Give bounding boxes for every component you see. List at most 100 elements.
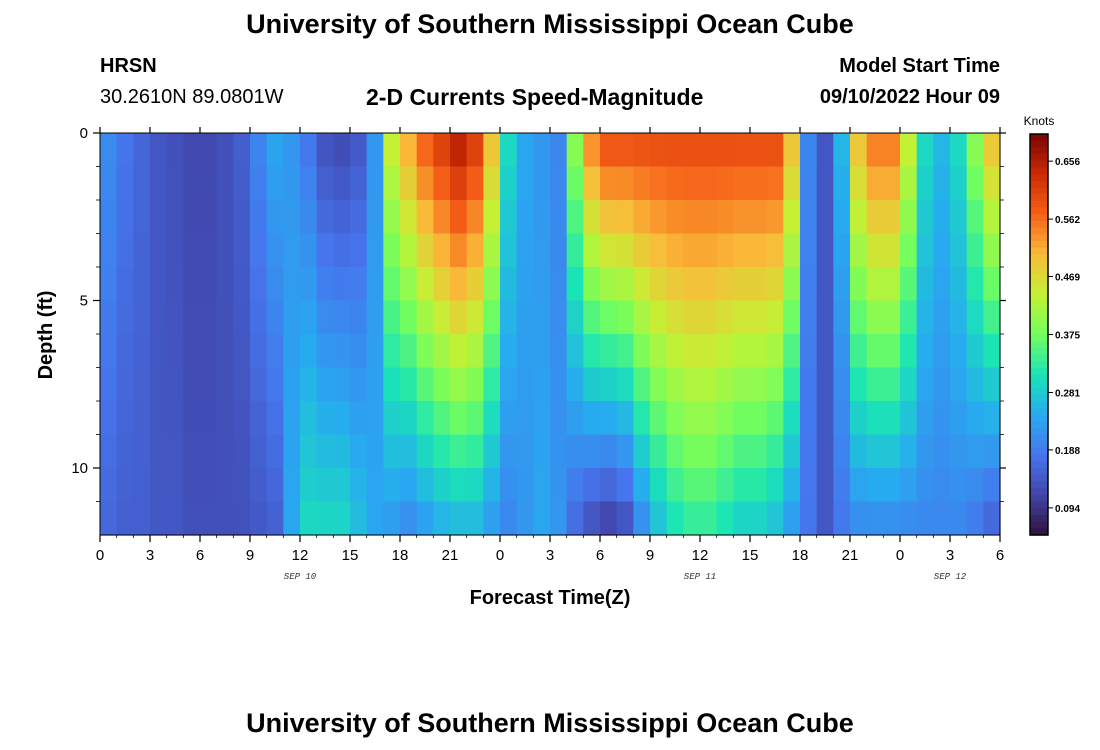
heatmap-cell [850, 334, 868, 369]
heatmap-cell [916, 367, 934, 402]
heatmap-cell [833, 200, 851, 235]
heatmap-cell [550, 166, 568, 201]
heatmap-cell [950, 367, 968, 402]
heatmap-cell [200, 468, 218, 503]
heatmap-cell [683, 233, 701, 268]
heatmap-cell [650, 501, 668, 536]
colorbar-segment [1030, 147, 1048, 155]
heatmap-cell [900, 434, 918, 469]
heatmap-cell [100, 468, 118, 503]
heatmap-cell [616, 166, 634, 201]
heatmap-cell [433, 133, 451, 168]
heatmap-cell [483, 267, 501, 302]
heatmap-cell [433, 267, 451, 302]
heatmap-cell [900, 300, 918, 335]
heatmap-cell [100, 233, 118, 268]
heatmap-cell [116, 401, 134, 436]
colorbar-segment [1030, 307, 1048, 316]
heatmap-cell [266, 233, 284, 268]
heatmap-cell [283, 401, 301, 436]
colorbar-segment [1030, 214, 1048, 222]
heatmap-cell [216, 166, 234, 201]
heatmap-cell [916, 233, 934, 268]
heatmap-cell [366, 367, 384, 402]
heatmap-cell [166, 334, 184, 369]
heatmap-cell [166, 367, 184, 402]
heatmap-cell [933, 367, 951, 402]
heatmap-cell [950, 300, 968, 335]
heatmap-cell [983, 434, 1001, 469]
heatmap-cell [416, 501, 434, 536]
heatmap-cell [350, 468, 368, 503]
heatmap-cell [833, 166, 851, 201]
heatmap-cell [183, 267, 201, 302]
colorbar-segment [1030, 367, 1048, 376]
heatmap-cell [383, 267, 401, 302]
heatmap-cell [566, 200, 584, 235]
heatmap-cell [816, 334, 834, 369]
heatmap-cell [483, 300, 501, 335]
heatmap-cell [950, 334, 968, 369]
heatmap-cell [633, 401, 651, 436]
heatmap-cell [750, 434, 768, 469]
heatmap-cell [216, 334, 234, 369]
heatmap-cell [133, 166, 151, 201]
heatmap-cell [350, 434, 368, 469]
heatmap-cell [200, 133, 218, 168]
heatmap-cell [183, 166, 201, 201]
heatmap-cell [483, 133, 501, 168]
heatmap-cell [733, 401, 751, 436]
heatmap-cell [150, 434, 168, 469]
heatmap-cell [500, 367, 518, 402]
heatmap-cell [650, 166, 668, 201]
heatmap-cell [566, 434, 584, 469]
heatmap-cell [700, 501, 718, 536]
colorbar-segment [1030, 327, 1048, 336]
heatmap-cell [550, 367, 568, 402]
colorbar: Knots 0.094 0.188 0.281 0.375 0.469 0.562 0.656 [1024, 114, 1080, 536]
heatmap-cell [800, 334, 818, 369]
heatmap-cell [566, 501, 584, 536]
heatmap-cell [550, 233, 568, 268]
heatmap-cell [333, 334, 351, 369]
heatmap-cell [683, 367, 701, 402]
heatmap-cell [200, 233, 218, 268]
heatmap-cell [900, 401, 918, 436]
heatmap-cell [500, 434, 518, 469]
heatmap-cell [466, 501, 484, 536]
colorbar-segment [1030, 448, 1048, 456]
colorbar-segment [1030, 354, 1048, 362]
heatmap-cell [850, 133, 868, 168]
heatmap-cell [833, 434, 851, 469]
heatmap-cell [833, 401, 851, 436]
heatmap-cell [900, 367, 918, 402]
heatmap-cell [883, 434, 901, 469]
heatmap-cell [400, 233, 418, 268]
heatmap-cell [550, 468, 568, 503]
heatmap-cell [933, 133, 951, 168]
heatmap-cell [533, 401, 551, 436]
heatmap-cell [783, 200, 801, 235]
heatmap-cell [400, 367, 418, 402]
heatmap-cell [816, 468, 834, 503]
colorbar-segment [1030, 481, 1048, 489]
y-axis-label: Depth (ft) [35, 291, 57, 380]
colorbar-segment [1030, 274, 1048, 282]
heatmap-cell [450, 468, 468, 503]
heatmap-cell [733, 267, 751, 302]
heatmap-cell [366, 334, 384, 369]
heatmap-cell [616, 501, 634, 536]
heatmap-cell [233, 200, 251, 235]
heatmap-cell [316, 334, 334, 369]
heatmap-cell [583, 166, 601, 201]
heatmap-cell [916, 468, 934, 503]
x-tick-label: 3 [946, 547, 954, 564]
heatmap-cell [383, 166, 401, 201]
heatmap-cell [233, 434, 251, 469]
heatmap-cell [350, 334, 368, 369]
heatmap-cell [283, 334, 301, 369]
heatmap-cell [650, 200, 668, 235]
heatmap-cell [333, 501, 351, 536]
heatmap-cell [266, 200, 284, 235]
heatmap-cell [133, 501, 151, 536]
